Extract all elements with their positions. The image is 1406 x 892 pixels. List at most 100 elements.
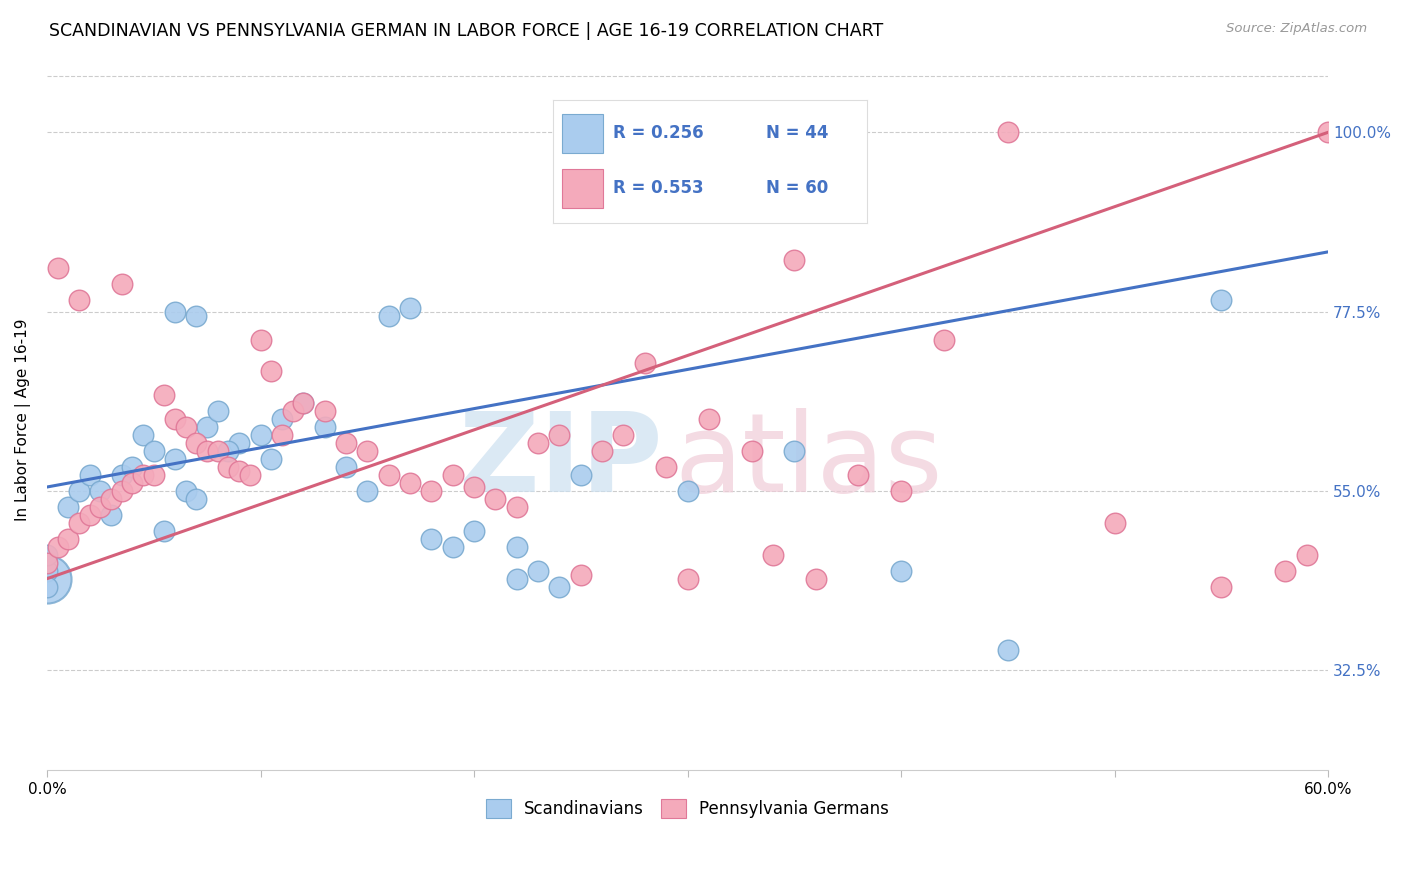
Point <box>399 476 422 491</box>
Text: Source: ZipAtlas.com: Source: ZipAtlas.com <box>1226 22 1367 36</box>
Point <box>569 567 592 582</box>
Point <box>356 444 378 458</box>
Point <box>997 125 1019 139</box>
Point <box>165 304 187 318</box>
Point <box>228 464 250 478</box>
Point <box>174 483 197 498</box>
Point <box>100 508 122 522</box>
Text: ZIP: ZIP <box>458 408 662 515</box>
Point <box>634 356 657 370</box>
Point <box>463 524 485 538</box>
Point <box>676 483 699 498</box>
Point <box>58 532 80 546</box>
Point <box>292 396 315 410</box>
Point <box>848 468 870 483</box>
Point <box>783 444 806 458</box>
Point <box>207 444 229 458</box>
Point <box>1274 564 1296 578</box>
Point <box>67 516 90 530</box>
Point <box>174 420 197 434</box>
Point <box>420 483 443 498</box>
Point <box>281 404 304 418</box>
Point <box>697 412 720 426</box>
Point <box>35 548 58 562</box>
Point <box>1317 125 1340 139</box>
Point <box>612 428 634 442</box>
Point <box>186 491 208 506</box>
Point <box>676 572 699 586</box>
Point <box>153 388 176 402</box>
Point <box>463 480 485 494</box>
Point <box>548 428 571 442</box>
Point <box>569 468 592 483</box>
Point <box>121 460 143 475</box>
Point <box>228 436 250 450</box>
Point <box>217 460 239 475</box>
Point <box>1211 293 1233 307</box>
Point <box>132 468 155 483</box>
Point <box>111 468 134 483</box>
Point <box>997 643 1019 657</box>
Point <box>58 500 80 514</box>
Point <box>67 483 90 498</box>
Text: atlas: atlas <box>675 408 943 515</box>
Point <box>270 428 292 442</box>
Point <box>292 396 315 410</box>
Point <box>35 556 58 570</box>
Point <box>890 483 912 498</box>
Point <box>335 436 357 450</box>
Point <box>35 572 58 586</box>
Text: SCANDINAVIAN VS PENNSYLVANIA GERMAN IN LABOR FORCE | AGE 16-19 CORRELATION CHART: SCANDINAVIAN VS PENNSYLVANIA GERMAN IN L… <box>49 22 883 40</box>
Point <box>1211 580 1233 594</box>
Point <box>195 420 218 434</box>
Point <box>314 420 336 434</box>
Point <box>506 540 529 554</box>
Point <box>186 309 208 323</box>
Point <box>46 260 69 275</box>
Point <box>121 476 143 491</box>
Point <box>79 508 101 522</box>
Point <box>420 532 443 546</box>
Point <box>142 444 165 458</box>
Point <box>142 468 165 483</box>
Point <box>527 436 550 450</box>
Point <box>249 428 271 442</box>
Point <box>100 491 122 506</box>
Point <box>655 460 678 475</box>
Point <box>132 428 155 442</box>
Point <box>399 301 422 315</box>
Point <box>79 468 101 483</box>
Point <box>441 468 464 483</box>
Point <box>249 333 271 347</box>
Point <box>195 444 218 458</box>
Point <box>932 333 955 347</box>
Point <box>165 452 187 467</box>
Point <box>207 404 229 418</box>
Point <box>548 580 571 594</box>
Point <box>270 412 292 426</box>
Legend: Scandinavians, Pennsylvania Germans: Scandinavians, Pennsylvania Germans <box>479 793 896 825</box>
Point <box>335 460 357 475</box>
Point <box>67 293 90 307</box>
Point <box>783 252 806 267</box>
Point <box>153 524 176 538</box>
Point <box>89 500 111 514</box>
Point <box>217 444 239 458</box>
Point <box>111 483 134 498</box>
Point <box>484 491 506 506</box>
Point <box>1104 516 1126 530</box>
Point <box>314 404 336 418</box>
Point <box>591 444 613 458</box>
Point <box>165 412 187 426</box>
Point <box>441 540 464 554</box>
Point <box>35 580 58 594</box>
Point <box>506 500 529 514</box>
Point <box>356 483 378 498</box>
Point <box>804 572 827 586</box>
Y-axis label: In Labor Force | Age 16-19: In Labor Force | Age 16-19 <box>15 318 31 521</box>
Point <box>239 468 262 483</box>
Point <box>377 309 399 323</box>
Point <box>260 452 283 467</box>
Point <box>186 436 208 450</box>
Point <box>506 572 529 586</box>
